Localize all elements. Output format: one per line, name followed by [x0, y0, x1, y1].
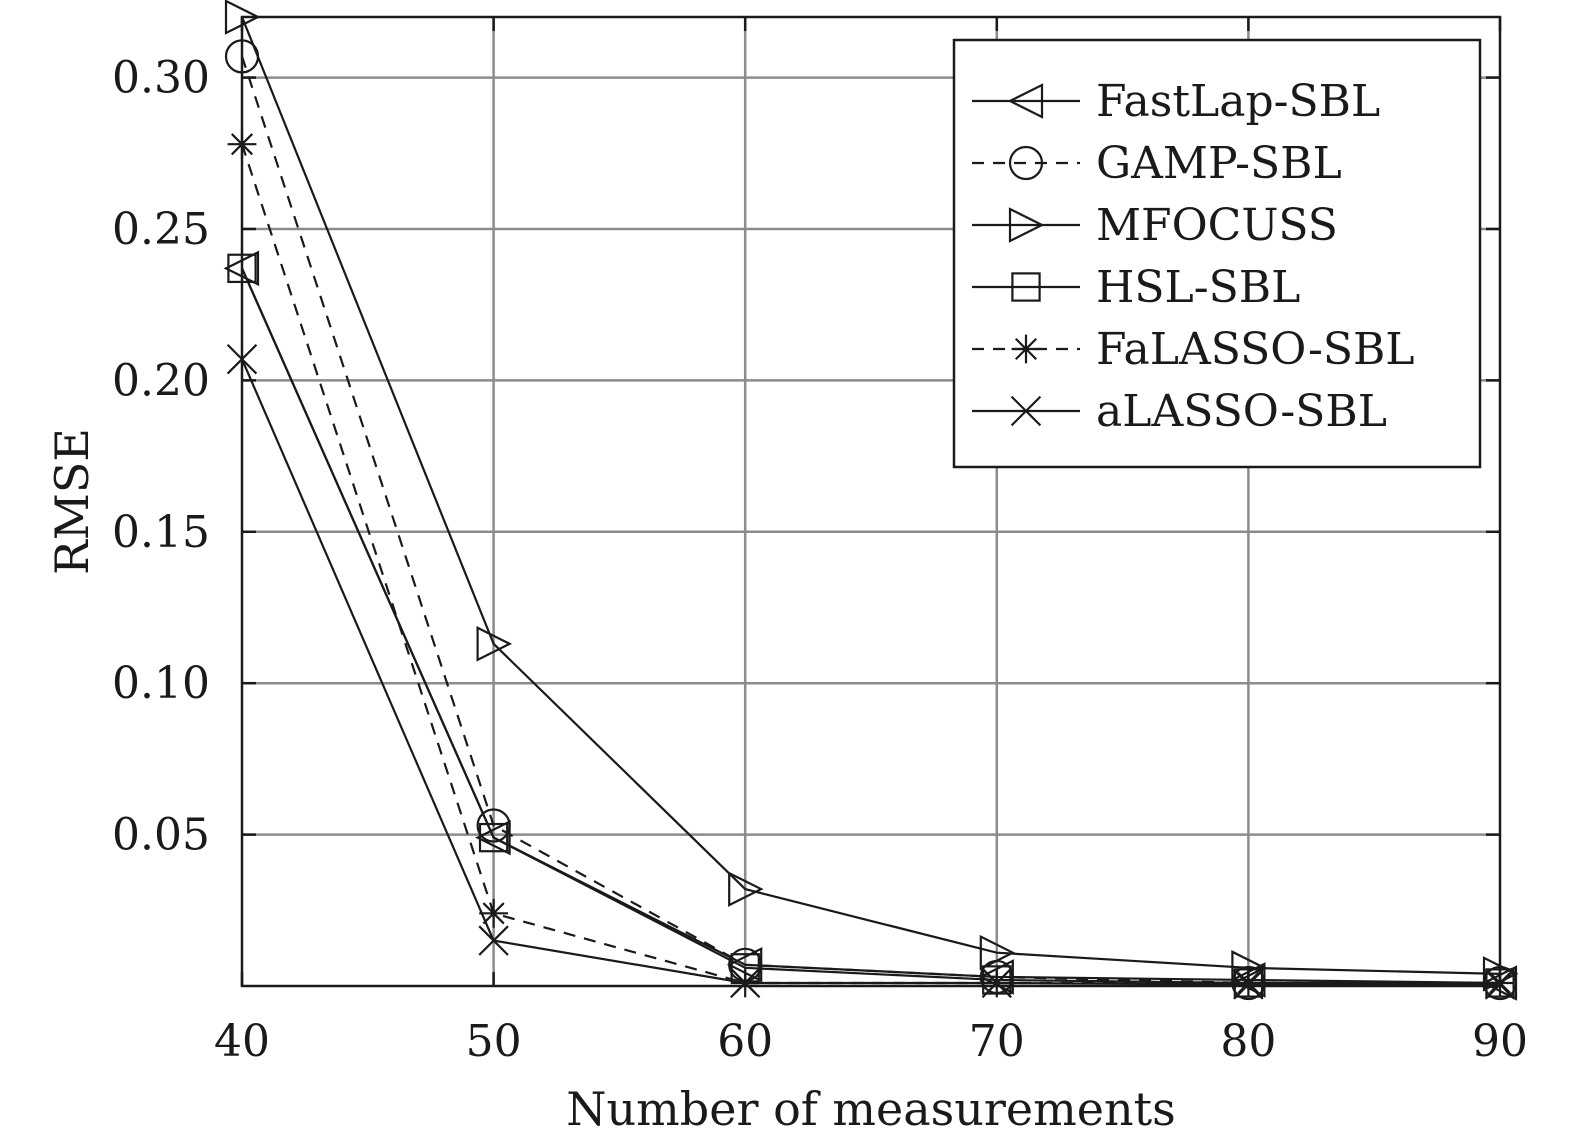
- data-point: [475, 819, 511, 856]
- x-tick-label: 70: [969, 1016, 1025, 1067]
- y-tick-labels: 0.05 0.10 0.15 0.20 0.25 0.30: [112, 53, 210, 861]
- y-tick-label: 0.25: [112, 204, 210, 255]
- plot-frame: [240, 15, 1502, 988]
- legend-entry: aLASSO-SBL: [972, 386, 1387, 437]
- y-tick-label: 0.05: [112, 810, 210, 861]
- data-point: [1010, 395, 1042, 427]
- series-line: [240, 143, 1500, 985]
- legend-entry: GAMP-SBL: [972, 138, 1342, 189]
- data-point: [478, 925, 509, 956]
- y-tick-label: 0.10: [112, 658, 210, 709]
- data-point: [476, 808, 511, 843]
- legend-label: aLASSO-SBL: [1096, 386, 1387, 437]
- ticks: [240, 17, 1502, 986]
- x-tick-label: 90: [1472, 1016, 1528, 1067]
- data-point: [478, 822, 509, 853]
- x-tick-label: 50: [466, 1016, 522, 1067]
- data-point: [1011, 272, 1041, 302]
- series-layer: [223, 0, 1519, 1001]
- legend-entries: FastLap-SBL GAMP-SBL MFOCUSS HSL-SBL FaLASSO…: [972, 76, 1415, 437]
- legend: FastLap-SBL GAMP-SBL MFOCUSS HSL-SBL FaLASSO…: [952, 38, 1482, 469]
- data-point: [1007, 83, 1044, 119]
- legend-label: FaLASSO-SBL: [1096, 324, 1415, 375]
- series-line: [240, 16, 1501, 975]
- x-tick-label: 40: [214, 1016, 270, 1067]
- legend-label: FastLap-SBL: [1096, 76, 1380, 127]
- x-axis-label: Number of measurements: [566, 1082, 1175, 1136]
- x-tick-label: 60: [717, 1016, 773, 1067]
- y-tick-label: 0.20: [112, 355, 210, 406]
- legend-entry: HSL-SBL: [972, 262, 1300, 313]
- x-tick-labels: 40 50 60 70 80 90: [214, 1016, 1528, 1067]
- series-line: [240, 358, 1500, 986]
- data-point: [1008, 145, 1044, 181]
- data-point: [479, 898, 508, 928]
- y-tick-label: 0.30: [112, 53, 210, 104]
- data-point: [728, 871, 764, 907]
- y-tick-label: 0.15: [112, 507, 210, 558]
- series-line: [240, 267, 1500, 985]
- legend-label: HSL-SBL: [1096, 262, 1300, 313]
- legend-label: MFOCUSS: [1096, 200, 1338, 251]
- data-point: [1011, 334, 1041, 364]
- legend-entry: MFOCUSS: [972, 200, 1338, 251]
- legend-label: GAMP-SBL: [1096, 138, 1342, 189]
- x-tick-label: 80: [1220, 1016, 1276, 1067]
- data-point: [476, 626, 513, 662]
- data-point: [979, 934, 1016, 971]
- y-axis-label: RMSE: [45, 428, 99, 575]
- data-point: [1008, 207, 1045, 243]
- legend-entry: FaLASSO-SBL: [972, 324, 1415, 375]
- legend-entry: FastLap-SBL: [972, 76, 1380, 127]
